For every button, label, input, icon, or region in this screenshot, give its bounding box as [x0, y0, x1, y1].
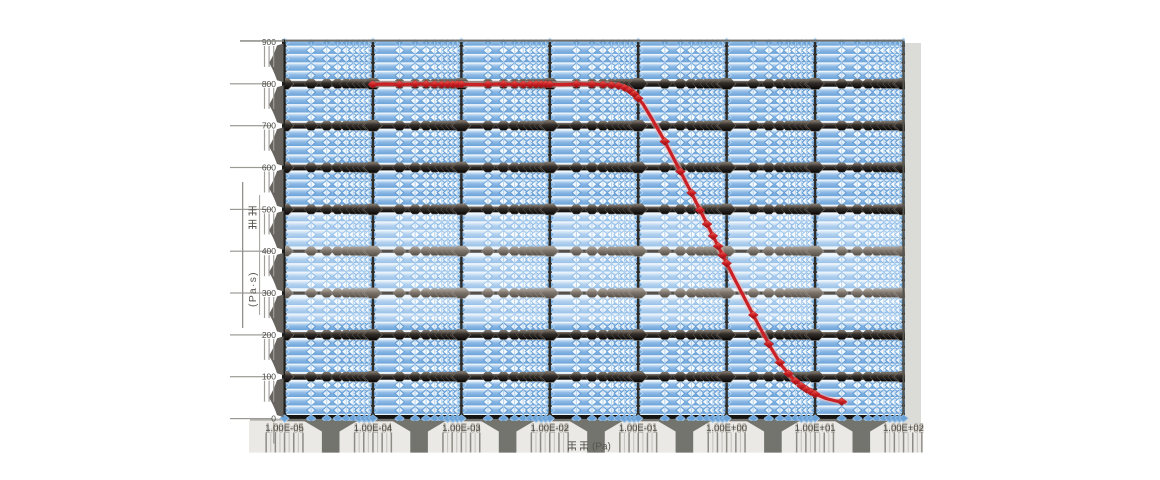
- svg-text:100: 100: [262, 372, 276, 382]
- svg-text:900: 900: [262, 37, 276, 47]
- svg-text:1.00E+01: 1.00E+01: [795, 423, 836, 434]
- svg-text:1.00E-02: 1.00E-02: [531, 423, 570, 434]
- svg-text:300: 300: [262, 288, 276, 298]
- svg-text:1.00E-03: 1.00E-03: [442, 423, 481, 434]
- svg-text:1.00E-03: 1.00E-03: [442, 421, 481, 432]
- svg-text:1.00E+02: 1.00E+02: [883, 423, 924, 434]
- svg-text:(Pa): (Pa): [592, 442, 611, 453]
- svg-text:1.00E-04: 1.00E-04: [354, 421, 393, 432]
- svg-text:1.00E-05: 1.00E-05: [265, 425, 304, 436]
- svg-text:1.00E+00: 1.00E+00: [706, 425, 747, 436]
- svg-text:1.00E-04: 1.00E-04: [354, 425, 393, 436]
- svg-text:400: 400: [262, 246, 276, 256]
- svg-text:800: 800: [262, 79, 276, 89]
- svg-text:1.00E-02: 1.00E-02: [531, 421, 570, 432]
- svg-text:0: 0: [271, 414, 276, 424]
- svg-text:1.00E+00: 1.00E+00: [706, 423, 747, 434]
- svg-text:1.00E-04: 1.00E-04: [354, 423, 393, 434]
- svg-text:1.00E-02: 1.00E-02: [531, 425, 570, 436]
- svg-text:1.00E+02: 1.00E+02: [883, 421, 924, 432]
- svg-text:1.00E-01: 1.00E-01: [619, 425, 658, 436]
- svg-text:1.00E-05: 1.00E-05: [265, 421, 304, 432]
- svg-text:1.00E-03: 1.00E-03: [442, 425, 481, 436]
- svg-text:500: 500: [262, 204, 276, 214]
- svg-text:1.00E+02: 1.00E+02: [883, 425, 924, 436]
- svg-text:1.00E+01: 1.00E+01: [795, 421, 836, 432]
- svg-text:1.00E-01: 1.00E-01: [619, 421, 658, 432]
- svg-text:1.00E-01: 1.00E-01: [619, 423, 658, 434]
- svg-text:700: 700: [262, 121, 276, 131]
- svg-text:1.00E+00: 1.00E+00: [706, 421, 747, 432]
- svg-text:1.00E+01: 1.00E+01: [795, 425, 836, 436]
- svg-text:600: 600: [262, 163, 276, 173]
- svg-text:200: 200: [262, 330, 276, 340]
- svg-text:1.00E-05: 1.00E-05: [265, 423, 304, 434]
- svg-text:(Pa·s): (Pa·s): [247, 271, 259, 307]
